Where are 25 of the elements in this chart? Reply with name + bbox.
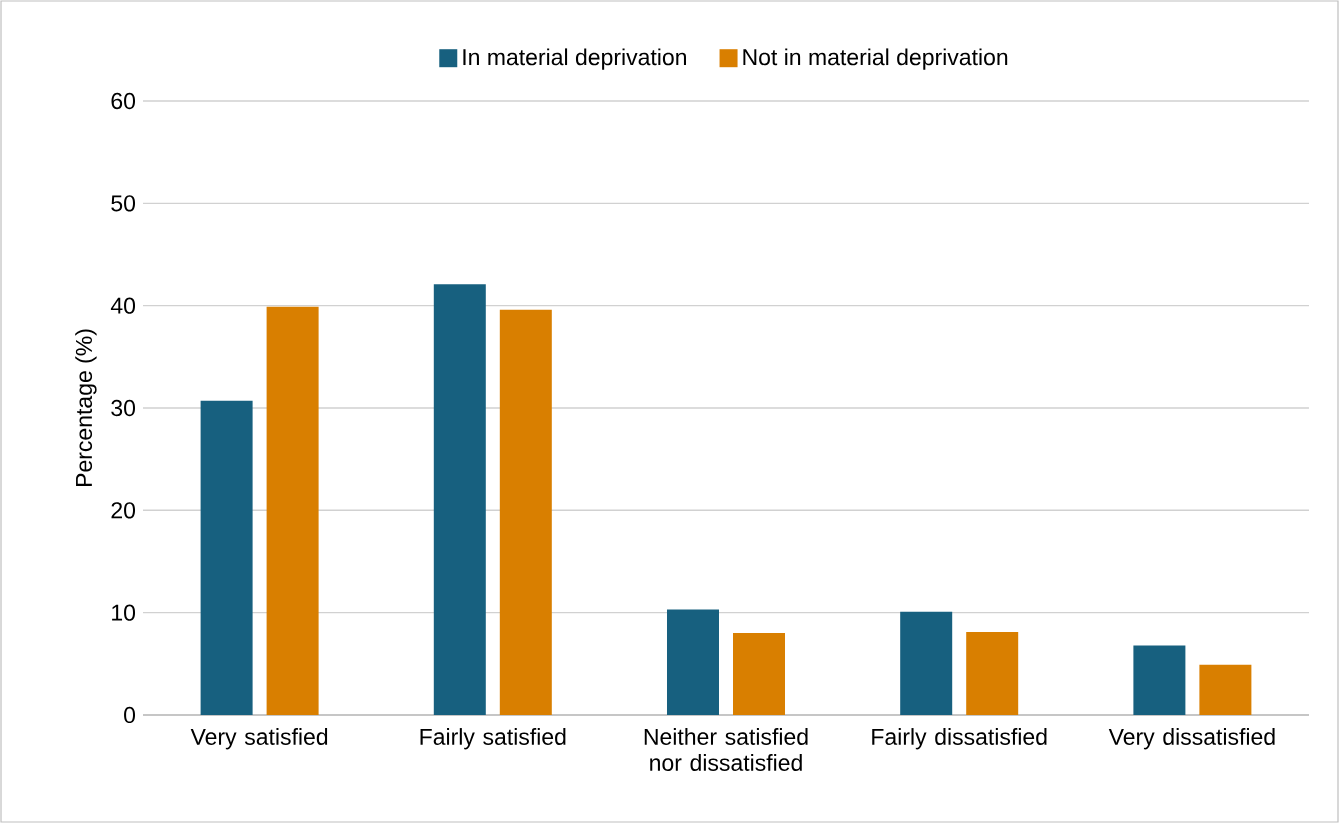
legend-label: In material deprivation — [463, 48, 686, 70]
x-tick-label: Fairly satisfied — [420, 728, 566, 750]
y-tick-label: 60 — [111, 92, 136, 110]
x-tick-label: Fairly dissatisfied — [872, 728, 1047, 750]
bar — [966, 632, 1019, 715]
y-tick-label: 0 — [124, 706, 136, 724]
bar — [200, 400, 253, 715]
y-tick-label: 50 — [111, 195, 136, 212]
x-tick-label: Very satisfied — [190, 728, 328, 750]
bar — [266, 306, 319, 715]
y-tick-label: 20 — [111, 502, 136, 519]
bar — [1133, 645, 1186, 715]
bar — [733, 633, 785, 715]
bar — [499, 309, 552, 715]
x-tick-label: Very dissatisfied — [1108, 728, 1275, 750]
y-tick-label: 10 — [112, 604, 136, 621]
bar — [900, 611, 953, 715]
bar — [433, 284, 486, 715]
y-axis-title: Percentage (%) — [75, 329, 97, 487]
legend-label: Not in material deprivation — [743, 48, 1008, 70]
y-tick-label: 30 — [111, 399, 136, 417]
x-tick-label: Neither satisfied nor dissatisfied — [644, 728, 808, 771]
bar — [667, 609, 719, 715]
bar — [1199, 664, 1252, 715]
y-tick-label: 40 — [110, 297, 136, 314]
